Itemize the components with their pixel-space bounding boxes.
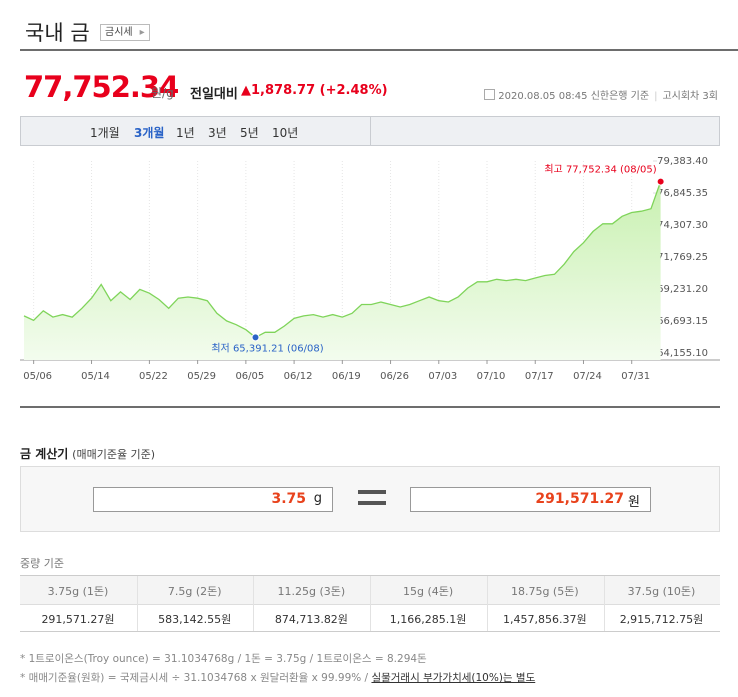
column-divider <box>486 576 488 631</box>
section-rule <box>20 406 720 408</box>
extreme-label: 최저 65,391.21 (06/08) <box>211 342 323 354</box>
y-tick-label: 79,383.40 <box>657 156 708 167</box>
x-tick-label: 05/06 <box>23 371 52 382</box>
x-tick-label: 05/14 <box>81 371 110 382</box>
table-cell: 291,571.27원 <box>41 613 115 626</box>
extreme-marker <box>656 177 665 186</box>
table-cell: 874,713.82원 <box>274 613 348 626</box>
table-cell: 1,457,856.37원 <box>502 613 587 626</box>
current-price: 77,752.34 <box>24 70 179 104</box>
period-tab[interactable]: 3년 <box>208 126 227 140</box>
area <box>24 181 661 360</box>
y-tick-label: 71,769.25 <box>657 252 708 263</box>
change-label: 전일대비 <box>190 87 238 102</box>
tab-divider <box>370 117 371 145</box>
button-text: 금시세 <box>105 27 133 38</box>
equals-bottom <box>358 501 386 505</box>
y-tick-label: 69,231.20 <box>657 284 708 295</box>
note: * 1트로이온스(Troy ounce) = 31.1034768g / 1돈 … <box>20 653 427 665</box>
x-tick-label: 06/12 <box>284 371 313 382</box>
table-bottom <box>20 631 720 632</box>
column-divider <box>603 576 605 631</box>
x-tick-label: 06/19 <box>332 371 361 382</box>
line <box>23 181 662 339</box>
table-title: 중량 기준 <box>20 557 64 570</box>
extreme-marker <box>251 333 260 342</box>
gold-price-button[interactable]: 금시세 ▸ <box>100 24 150 41</box>
result-value: 291,571.27 <box>535 491 624 507</box>
x-tick-label: 07/10 <box>477 371 506 382</box>
table-header-cell: 7.5g (2돈) <box>167 585 222 598</box>
x-tick-label: 05/22 <box>139 371 168 382</box>
weight-input[interactable]: 3.75 g <box>93 487 333 512</box>
x-tick-label: 06/05 <box>235 371 264 382</box>
column-divider <box>370 576 372 631</box>
period-tab[interactable]: 10년 <box>272 126 299 140</box>
price-info: 2020.08.05 08:45 신한은행 기준 | 고시회차 3회 <box>484 87 718 102</box>
period-tab[interactable]: 5년 <box>240 126 259 140</box>
table-header-cell: 3.75g (1돈) <box>47 585 109 598</box>
weight-unit: g <box>313 491 322 506</box>
x-tick-label: 07/03 <box>428 371 457 382</box>
table-header-cell: 37.5g (10돈) <box>627 585 696 598</box>
price-change: ▲1,878.77 (+2.48%) <box>241 83 388 98</box>
calculator-name: 금 계산기 <box>20 447 69 461</box>
x-tick-label: 07/17 <box>525 371 554 382</box>
y-tick-label: 74,307.30 <box>657 220 708 231</box>
column-divider <box>136 576 138 631</box>
result-unit: 원 <box>628 495 640 510</box>
column-divider <box>253 576 255 631</box>
page-title: 국내 금 <box>25 21 90 45</box>
y-tick-label: 66,693.15 <box>657 316 708 327</box>
table-header-cell: 15g (4돈) <box>403 585 454 598</box>
table-header-cell: 18.75g (5돈) <box>510 585 579 598</box>
round-text: 고시회차 3회 <box>662 91 718 102</box>
table-header-cell: 11.25g (3돈) <box>277 585 346 598</box>
extreme-label: 최고 77,752.34 (08/05) <box>544 164 656 176</box>
header-rule <box>20 49 738 51</box>
period-tab[interactable]: 1개월 <box>90 126 120 140</box>
info-text: 2020.08.05 08:45 신한은행 기준 <box>498 91 650 102</box>
note: * 매매기준율(원화) = 국제금시세 ÷ 31.1034768 x 원달러환율… <box>20 670 535 685</box>
x-tick-label: 07/24 <box>573 371 602 382</box>
price-chart: 05/06 05/14 05/22 05/29 06/05 06/12 06/19 06/26… <box>20 156 720 382</box>
x-tick-label: 06/26 <box>380 371 409 382</box>
table-cell: 583,142.55원 <box>158 613 232 626</box>
period-tab[interactable]: 1년 <box>176 126 195 140</box>
x-tick-label: 07/31 <box>621 371 650 382</box>
y-tick-label: 64,155.10 <box>657 348 708 359</box>
equals-top <box>358 490 386 494</box>
note-emphasis: 실물거래시 부가가치세(10%)는 별도 <box>371 672 536 684</box>
price-unit: 원/g <box>151 86 174 100</box>
result-input: 291,571.27 원 <box>410 487 651 512</box>
x-tick-label: 05/29 <box>187 371 216 382</box>
note-text: * 매매기준율(원화) = 국제금시세 ÷ 31.1034768 x 원달러환율… <box>20 672 369 684</box>
table-cell: 1,166,285.1원 <box>389 613 467 626</box>
table-header-row <box>20 575 720 605</box>
table-cell: 2,915,712.75원 <box>619 613 704 626</box>
period-tab[interactable]: 3개월 <box>134 126 165 140</box>
calculator-subtitle: (매매기준율 기준) <box>72 448 156 461</box>
weight-value: 3.75 <box>271 491 306 507</box>
y-tick-label: 76,845.35 <box>657 188 708 199</box>
calculator-title: 금 계산기 (매매기준율 기준) <box>20 445 155 462</box>
